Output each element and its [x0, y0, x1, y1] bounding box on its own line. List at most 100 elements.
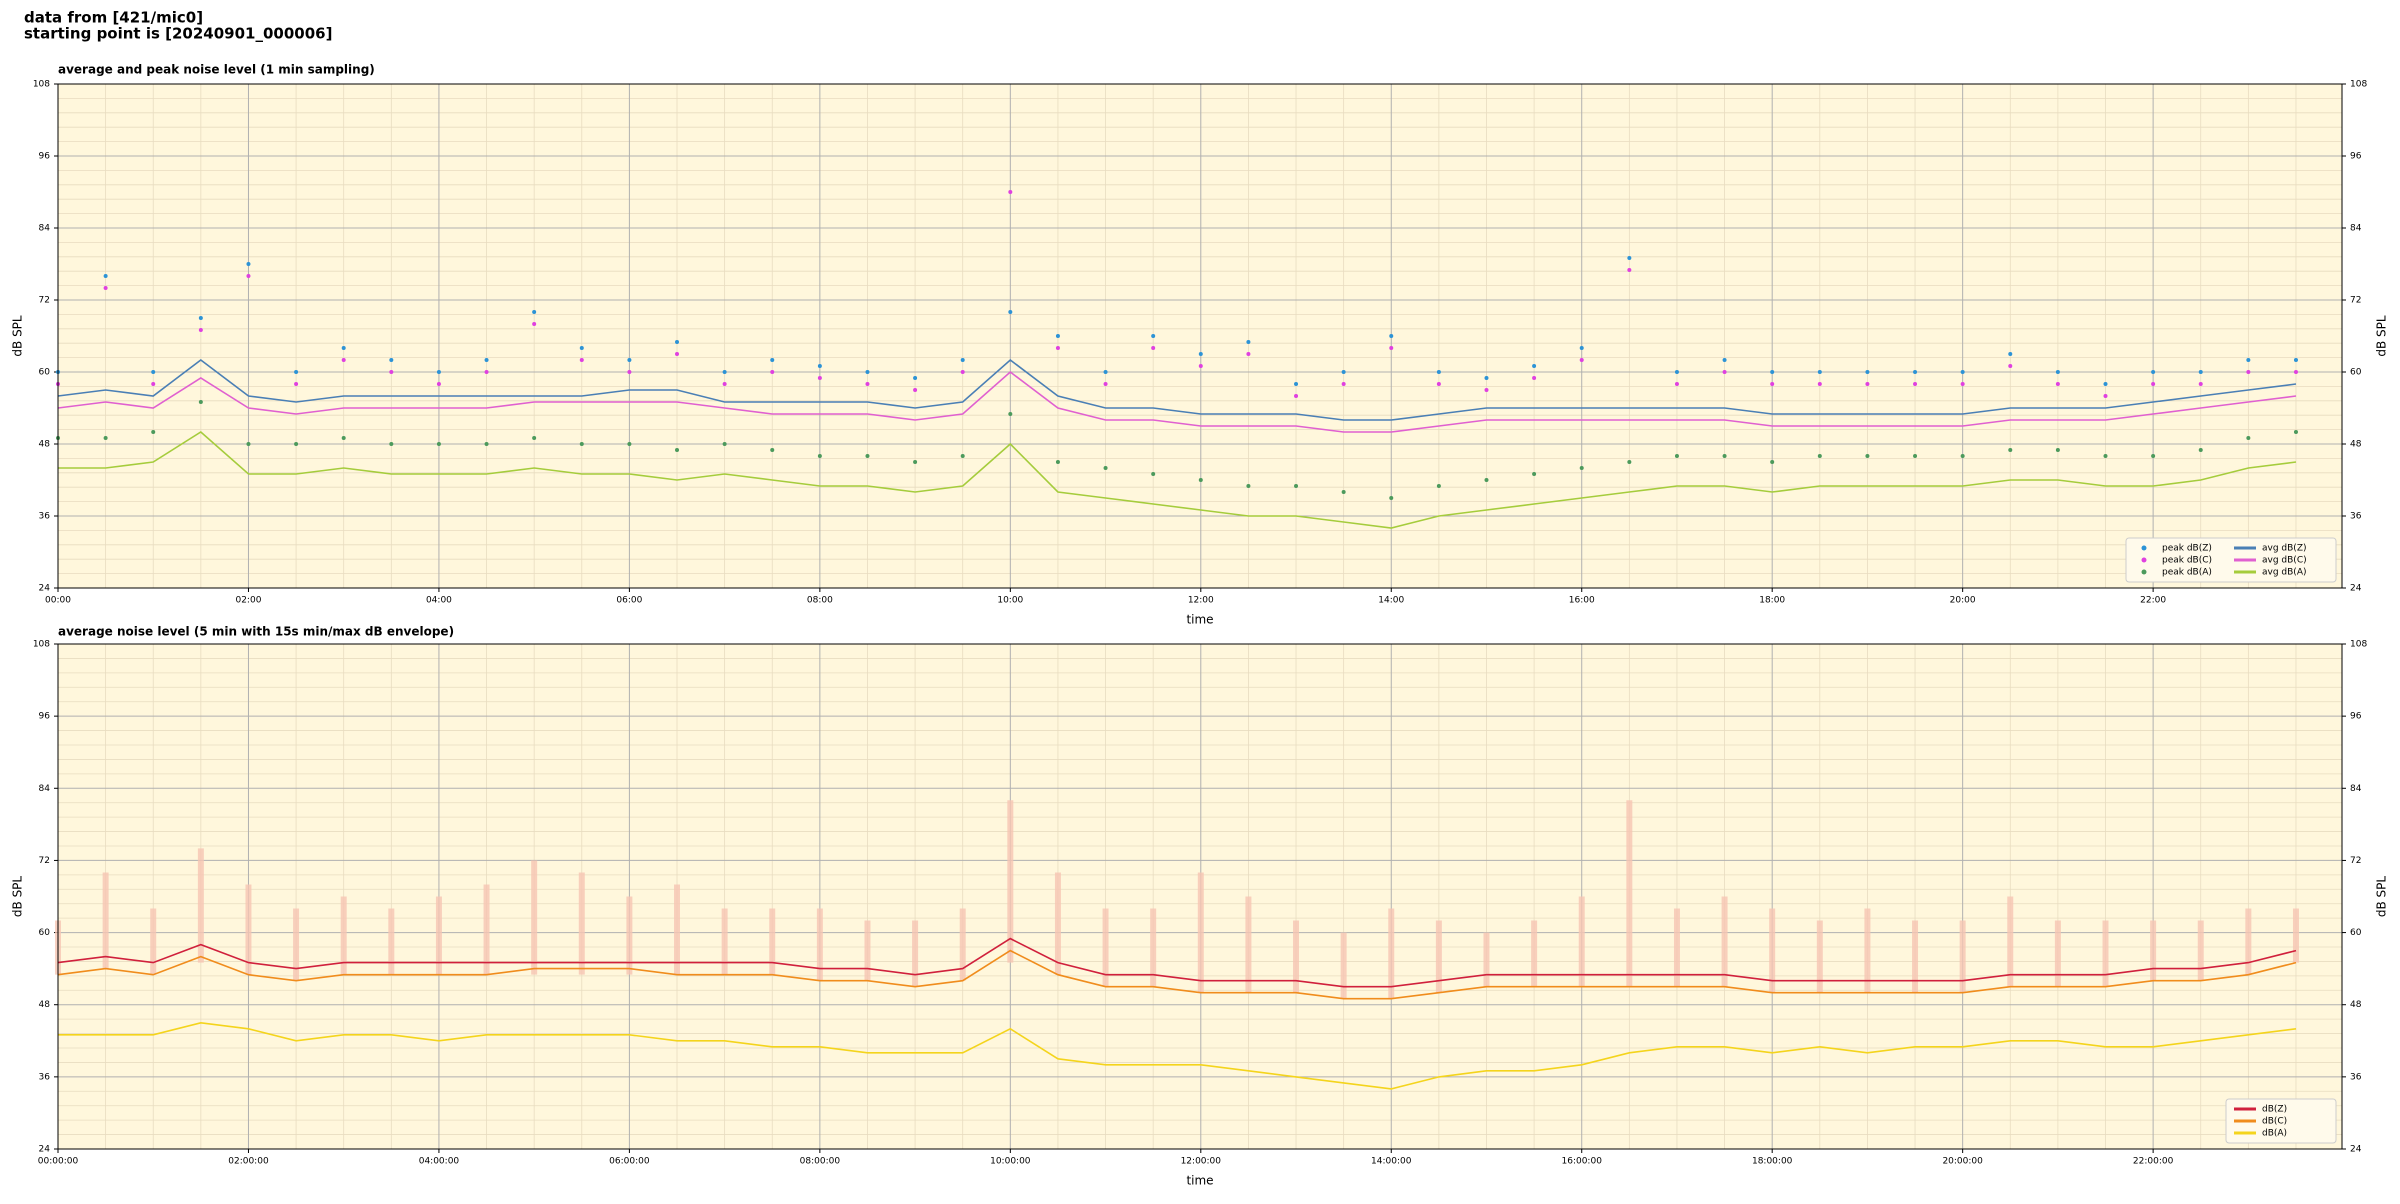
y-tick-label: 24	[2350, 1145, 2362, 1155]
peak-dot	[2293, 370, 2298, 374]
peak-dot	[627, 442, 632, 446]
legend-label: peak dB(A)	[2162, 568, 2212, 578]
peak-dot	[817, 376, 822, 380]
peak-dot	[1770, 382, 1775, 386]
peak-dot	[1389, 346, 1394, 350]
peak-dot	[484, 358, 489, 362]
y-tick-label: 48	[39, 440, 51, 450]
peak-dot	[1008, 310, 1013, 314]
y-axis-label: dB SPL	[11, 876, 25, 918]
x-tick-label: 00:00	[45, 596, 71, 606]
y-tick-label: 48	[2350, 1000, 2362, 1010]
peak-dot	[722, 382, 727, 386]
peak-dot	[1722, 370, 1727, 374]
chart-title: average noise level (5 min with 15s min/…	[58, 625, 454, 639]
legend-label: avg dB(A)	[2262, 568, 2306, 578]
peak-dot	[389, 358, 394, 362]
peak-dot	[770, 358, 775, 362]
y-tick-label: 96	[2350, 712, 2362, 722]
legend-label: dB(Z)	[2262, 1105, 2287, 1115]
y-tick-label: 96	[39, 712, 51, 722]
legend-marker	[2141, 557, 2147, 563]
legend-label: avg dB(Z)	[2262, 544, 2307, 554]
peak-dot	[1817, 454, 1822, 458]
peak-dot	[2055, 382, 2060, 386]
peak-dot	[1055, 346, 1060, 350]
x-tick-label: 00:00:00	[38, 1157, 79, 1167]
y-tick-label: 84	[39, 224, 51, 234]
y-tick-label: 72	[2350, 296, 2361, 306]
peak-dot	[1198, 478, 1203, 482]
y-tick-label: 36	[2350, 1072, 2362, 1082]
peak-dot	[532, 322, 537, 326]
peak-dot	[1532, 472, 1537, 476]
peak-dot	[1913, 382, 1918, 386]
peak-dot	[2198, 370, 2203, 374]
peak-dot	[389, 370, 394, 374]
peak-dot	[2103, 394, 2108, 398]
x-tick-label: 14:00:00	[1371, 1157, 1412, 1167]
peak-dot	[2055, 448, 2060, 452]
y-tick-label: 24	[39, 1145, 51, 1155]
peak-dot	[675, 340, 680, 344]
peak-dot	[1579, 346, 1584, 350]
peak-dot	[2198, 448, 2203, 452]
peak-dot	[484, 370, 489, 374]
peak-dot	[1960, 382, 1965, 386]
peak-dot	[2103, 454, 2108, 458]
peak-dot	[675, 352, 680, 356]
x-tick-label: 10:00:00	[990, 1157, 1031, 1167]
peak-dot	[1865, 370, 1870, 374]
series-line	[57, 949, 2297, 1000]
series-line	[57, 937, 2297, 988]
header-line: data from [421/mic0]	[24, 9, 203, 27]
peak-dot	[1484, 388, 1489, 392]
y-axis-label: dB SPL	[2375, 315, 2389, 357]
x-axis-label: time	[1186, 613, 1213, 627]
peak-dot	[1627, 268, 1632, 272]
y-tick-label: 84	[2350, 224, 2362, 234]
peak-dot	[1532, 376, 1537, 380]
peak-dot	[1484, 376, 1489, 380]
x-tick-label: 08:00	[807, 596, 833, 606]
peak-dot	[1198, 364, 1203, 368]
peak-dot	[2151, 370, 2156, 374]
peak-dot	[532, 436, 537, 440]
peak-dot	[2008, 352, 2013, 356]
peak-dot	[103, 274, 108, 278]
x-tick-label: 04:00	[426, 596, 452, 606]
peak-dot	[960, 358, 965, 362]
peak-dot	[2246, 436, 2251, 440]
peak-dot	[103, 436, 108, 440]
peak-dot	[1246, 484, 1251, 488]
peak-dot	[1246, 352, 1251, 356]
peak-dot	[1151, 334, 1156, 338]
y-tick-label: 60	[2350, 928, 2362, 938]
peak-dot	[198, 328, 203, 332]
series-line	[58, 431, 2297, 529]
y-tick-label: 60	[2350, 368, 2362, 378]
peak-dot	[2055, 370, 2060, 374]
peak-dot	[1674, 454, 1679, 458]
peak-dot	[1960, 370, 1965, 374]
x-tick-label: 18:00	[1759, 596, 1785, 606]
peak-dot	[1151, 472, 1156, 476]
peak-dot	[2246, 370, 2251, 374]
peak-dot	[1389, 334, 1394, 338]
peak-dot	[1436, 484, 1441, 488]
peak-dot	[1294, 484, 1299, 488]
peak-dot	[436, 442, 441, 446]
chart-title: average and peak noise level (1 min samp…	[58, 63, 375, 77]
y-tick-label: 108	[2350, 80, 2367, 90]
peak-dot	[817, 364, 822, 368]
peak-dot	[198, 400, 203, 404]
peak-dot	[627, 358, 632, 362]
peak-dot	[1198, 352, 1203, 356]
x-tick-label: 14:00	[1378, 596, 1404, 606]
y-axis-label: dB SPL	[11, 315, 25, 357]
peak-dot	[2198, 382, 2203, 386]
peak-dot	[579, 358, 584, 362]
peak-dot	[1103, 370, 1108, 374]
peak-dot	[1436, 370, 1441, 374]
